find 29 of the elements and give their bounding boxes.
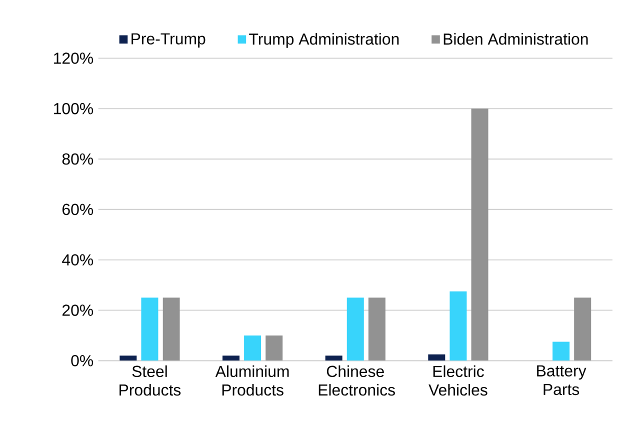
y-tick-label: 120%	[54, 52, 94, 64]
legend-label: Pre-Trump	[132, 33, 206, 48]
bar	[222, 356, 240, 361]
legend-label: Trump Administration	[249, 32, 399, 48]
bar	[244, 335, 262, 361]
bar	[266, 335, 283, 361]
bar	[574, 298, 592, 361]
x-tick-label: Electric Vehicles	[428, 365, 488, 396]
bar	[325, 356, 342, 361]
bar	[368, 298, 386, 361]
bar	[346, 298, 364, 361]
bar	[471, 108, 488, 361]
x-tick-label: Aluminium Products	[215, 365, 289, 396]
bar	[552, 342, 570, 361]
bar	[450, 291, 467, 361]
y-tick-label: 100%	[54, 102, 94, 114]
y-tick-label: 40%	[62, 254, 94, 266]
bar	[120, 356, 137, 361]
x-tick-label: Battery Parts	[537, 365, 586, 395]
bar	[428, 354, 446, 361]
y-tick-label: 0%	[71, 354, 94, 366]
bar	[141, 298, 158, 361]
y-tick-label: 60%	[62, 204, 94, 215]
y-tick-label: 80%	[62, 153, 94, 165]
x-tick-label: Chinese Electronics	[318, 365, 395, 396]
legend-label: Biden Administration	[444, 32, 588, 45]
y-tick-label: 20%	[62, 304, 94, 316]
x-tick-label: Steel Products	[120, 365, 181, 396]
bar	[162, 298, 180, 361]
